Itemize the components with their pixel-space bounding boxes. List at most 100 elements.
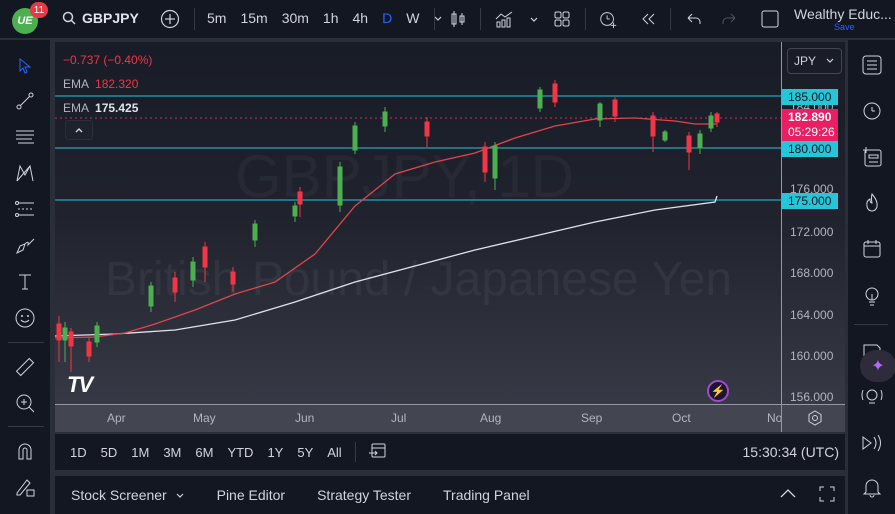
tab-strategy-tester[interactable]: Strategy Tester bbox=[317, 487, 411, 503]
hotlists-button[interactable] bbox=[859, 190, 885, 216]
measure-tool[interactable] bbox=[12, 354, 38, 380]
divider bbox=[670, 8, 671, 30]
forecast-icon bbox=[15, 201, 34, 217]
horizontal-lines-icon bbox=[16, 130, 34, 144]
tips-button[interactable] bbox=[859, 384, 885, 410]
magnet-tool[interactable] bbox=[12, 438, 38, 464]
chart-legend: −0.737 (−0.40%) EMA 182.320 EMA 175.425 bbox=[63, 48, 152, 120]
compare-symbol-button[interactable] bbox=[160, 9, 180, 29]
alerts-button[interactable] bbox=[859, 97, 885, 123]
go-to-date-button[interactable] bbox=[362, 440, 394, 465]
interval-w[interactable]: W bbox=[406, 10, 420, 26]
indicators-button[interactable] bbox=[494, 9, 514, 29]
interval-5m[interactable]: 5m bbox=[207, 10, 227, 26]
utc-clock[interactable]: 15:30:34 (UTC) bbox=[742, 444, 839, 460]
divider bbox=[8, 342, 44, 343]
tradingview-logo[interactable]: TV bbox=[67, 372, 93, 397]
range-1y[interactable]: 1Y bbox=[267, 444, 284, 460]
text-tool[interactable] bbox=[12, 269, 38, 295]
add-list-icon bbox=[863, 147, 882, 167]
tab-pine-editor[interactable]: Pine Editor bbox=[216, 487, 286, 503]
search-icon bbox=[62, 11, 76, 25]
range-3m[interactable]: 3M bbox=[163, 444, 182, 460]
candles-icon bbox=[451, 11, 465, 27]
redo-button[interactable] bbox=[720, 9, 740, 29]
price-scale[interactable]: JPY 184.000 176.000 172.000 168.000 164.… bbox=[781, 42, 845, 404]
maximize-panel-button[interactable] bbox=[817, 484, 837, 509]
gear-icon bbox=[808, 410, 822, 426]
trend-line-tool[interactable] bbox=[12, 88, 38, 114]
level-tag-180: 180.000 bbox=[782, 141, 838, 157]
chevron-down-icon bbox=[176, 493, 184, 498]
cursor-tool[interactable] bbox=[12, 53, 38, 79]
chevron-down-icon bbox=[826, 58, 834, 63]
pattern-tool[interactable] bbox=[12, 160, 38, 186]
ai-assistant-button[interactable]: ✦ bbox=[860, 350, 895, 382]
time-axis[interactable]: Apr May Jun Jul Aug Sep Oct No bbox=[55, 404, 845, 432]
time-label: Sep bbox=[581, 411, 603, 425]
range-6m[interactable]: 6M bbox=[195, 444, 214, 460]
fullscreen-toggle-button[interactable] bbox=[760, 9, 780, 29]
notification-badge: 11 bbox=[30, 2, 48, 18]
axis-corner-divider bbox=[781, 405, 782, 432]
emoji-tool[interactable] bbox=[12, 305, 38, 331]
chevron-up-icon bbox=[780, 489, 796, 498]
broadcast-button[interactable] bbox=[859, 430, 885, 456]
ringing-bulb-icon bbox=[861, 389, 883, 404]
flame-icon bbox=[866, 192, 878, 212]
time-label: Oct bbox=[672, 411, 691, 425]
interval-30m[interactable]: 30m bbox=[281, 10, 309, 26]
zoom-in-tool[interactable] bbox=[12, 390, 38, 416]
chart-type-button[interactable] bbox=[448, 9, 468, 29]
range-5d[interactable]: 5D bbox=[100, 444, 118, 460]
interval-d[interactable]: D bbox=[382, 10, 393, 26]
tab-stock-screener[interactable]: Stock Screener bbox=[55, 487, 201, 503]
fib-tool[interactable] bbox=[12, 124, 38, 150]
range-1m[interactable]: 1M bbox=[131, 444, 150, 460]
replay-button[interactable] bbox=[638, 9, 658, 29]
square-icon bbox=[761, 10, 779, 28]
indicators-dropdown[interactable] bbox=[524, 9, 544, 29]
sparkle-icon: ✦ bbox=[871, 358, 885, 375]
price-label: 164.000 bbox=[790, 308, 834, 322]
symbol-search[interactable]: GBPJPY bbox=[62, 10, 139, 26]
range-1d[interactable]: 1D bbox=[70, 444, 87, 460]
prediction-tool[interactable] bbox=[12, 196, 38, 222]
bell-icon bbox=[862, 479, 882, 498]
layout-name[interactable]: Wealthy Educ... bbox=[794, 6, 892, 22]
events-button[interactable]: ⚡ bbox=[707, 380, 729, 402]
lock-drawings-tool[interactable] bbox=[12, 474, 38, 500]
lightbulb-icon bbox=[865, 287, 879, 306]
tab-trading-panel[interactable]: Trading Panel bbox=[443, 487, 530, 503]
interval-15m[interactable]: 15m bbox=[240, 10, 268, 26]
create-alert-button[interactable] bbox=[598, 9, 618, 29]
chart-settings-button[interactable] bbox=[807, 410, 823, 431]
expand-panel-button[interactable] bbox=[779, 486, 797, 505]
watchlist-button[interactable] bbox=[859, 52, 885, 78]
undo-button[interactable] bbox=[683, 9, 703, 29]
time-label: Apr bbox=[107, 411, 126, 425]
calendar-button[interactable] bbox=[859, 236, 885, 262]
data-window-button[interactable] bbox=[859, 144, 885, 170]
ruler-icon bbox=[15, 357, 35, 377]
range-ytd[interactable]: YTD bbox=[227, 444, 254, 460]
save-link[interactable]: Save bbox=[834, 22, 855, 32]
range-5y[interactable]: 5Y bbox=[297, 444, 314, 460]
zoom-in-icon bbox=[16, 394, 35, 413]
notifications-button[interactable] bbox=[859, 474, 885, 500]
right-sidebar: ✦ bbox=[848, 40, 895, 514]
chart-pane[interactable]: GBPJPY, 1D British Pound / Japanese Yen bbox=[55, 42, 845, 432]
currency-select[interactable]: JPY bbox=[787, 48, 842, 74]
pencil-lock-icon bbox=[16, 479, 35, 497]
range-all[interactable]: All bbox=[327, 444, 342, 460]
ideas-button[interactable] bbox=[859, 283, 885, 309]
layout-button[interactable] bbox=[552, 9, 572, 29]
price-label: 160.000 bbox=[790, 349, 834, 363]
collapse-legend-button[interactable] bbox=[65, 120, 93, 140]
divider bbox=[8, 426, 44, 427]
interval-1h[interactable]: 1h bbox=[322, 10, 339, 26]
interval-dropdown[interactable] bbox=[426, 10, 450, 26]
magnet-icon bbox=[18, 443, 32, 460]
brush-tool[interactable] bbox=[12, 233, 38, 259]
interval-4h[interactable]: 4h bbox=[352, 10, 369, 26]
